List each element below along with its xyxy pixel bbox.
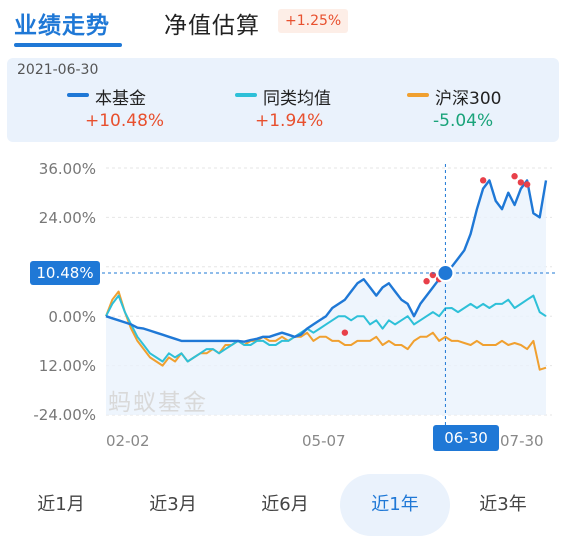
tab-estimate[interactable]: 净值估算 (164, 13, 260, 39)
event-marker (423, 278, 430, 285)
legend-value-peer: +1.94% (255, 111, 324, 131)
y-tick-label: -24.00% (33, 406, 96, 424)
legend-date: 2021-06-30 (17, 62, 99, 78)
performance-chart[interactable]: 36.00% 24.00% 12.00% 0.00% -24.00% 10.48… (0, 150, 580, 462)
y-tick-label: 0.00% (48, 308, 96, 326)
y-tick-label: 12.00% (38, 357, 96, 375)
event-marker (517, 179, 525, 186)
legend-value-csi300: -5.04% (433, 111, 494, 131)
legend-panel: 2021-06-30 本基金 +10.48% 同类均值 +1.94% 沪深300… (7, 58, 559, 142)
legend-line-peer (235, 93, 257, 97)
range-1m-button[interactable]: 近1月 (37, 494, 85, 515)
range-3m-button[interactable]: 近3月 (149, 494, 197, 515)
legend-item-csi300: 沪深300 -5.04% (407, 84, 557, 131)
current-date-tag: 06-30 (433, 425, 499, 451)
event-marker (341, 329, 349, 336)
legend-name-peer: 同类均值 (263, 89, 331, 109)
crosshair-dot (436, 264, 455, 283)
legend-value-fund: +10.48% (85, 111, 165, 131)
range-selector: 近1月 近3月 近6月 近1年 近3年 (0, 474, 580, 538)
active-tab-underline (14, 43, 122, 47)
range-3y-button[interactable]: 近3年 (479, 494, 527, 515)
legend-name-fund: 本基金 (95, 89, 146, 109)
legend-line-fund (67, 93, 89, 97)
legend-item-peer: 同类均值 +1.94% (235, 84, 375, 131)
y-tick-label: 24.00% (38, 209, 96, 227)
series-line-1 (105, 294, 547, 363)
legend-item-fund: 本基金 +10.48% (67, 84, 207, 131)
event-marker (479, 177, 487, 184)
range-6m-button[interactable]: 近6月 (261, 494, 309, 515)
x-tick-label: 05-07 (302, 432, 346, 450)
legend-name-csi300: 沪深300 (435, 89, 502, 109)
legend-line-csi300 (407, 93, 429, 97)
top-tabs: 业绩走势 净值估算 +1.25% (0, 0, 580, 52)
series-line-2 (105, 290, 547, 371)
y-tick-label: 36.00% (38, 160, 96, 178)
event-marker (523, 181, 531, 188)
series-line-0 (105, 179, 548, 343)
range-1y-button[interactable]: 近1年 (340, 474, 450, 536)
x-tick-label: 02-02 (106, 432, 150, 450)
event-marker (511, 173, 518, 180)
current-value-tag: 10.48% (30, 261, 100, 286)
tab-performance[interactable]: 业绩走势 (14, 13, 110, 39)
fund-area-fill (106, 180, 546, 415)
chart-svg (102, 164, 556, 434)
estimate-change-badge: +1.25% (278, 9, 349, 33)
x-tick-label: 07-30 (500, 432, 544, 450)
watermark: 蚂蚁基金 (108, 390, 208, 416)
